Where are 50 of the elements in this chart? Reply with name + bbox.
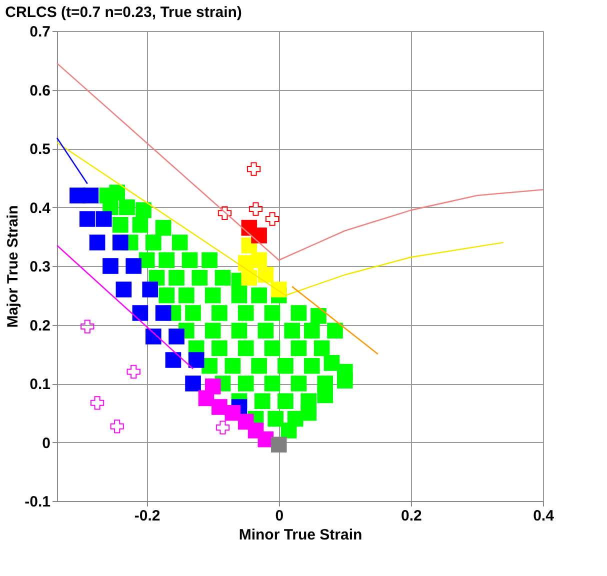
- x-axis-title: Minor True Strain: [238, 526, 362, 544]
- point: [270, 436, 287, 453]
- y-tick-label: 0: [42, 434, 50, 452]
- point: [185, 376, 201, 392]
- point: [112, 234, 128, 250]
- x-tick-label: 0.4: [533, 508, 555, 524]
- y-tick-label: -0.1: [24, 494, 50, 510]
- point: [188, 352, 204, 368]
- point: [155, 305, 172, 321]
- point: [126, 364, 140, 379]
- y-tick-label: 0.7: [30, 24, 50, 40]
- point: [102, 258, 118, 274]
- y-tick-label: 0.5: [30, 141, 50, 158]
- x-tick-label: 0: [275, 508, 284, 524]
- point: [79, 211, 96, 227]
- point: [165, 352, 182, 368]
- point: [142, 282, 158, 298]
- point: [110, 420, 124, 434]
- point: [96, 211, 112, 227]
- point: [265, 212, 280, 226]
- x-tick-label: 0.2: [401, 508, 422, 524]
- point: [251, 252, 267, 268]
- point: [216, 420, 230, 434]
- point: [258, 266, 274, 283]
- line-series: [56, 62, 544, 261]
- point: [80, 320, 94, 334]
- point: [89, 234, 106, 250]
- y-axis-title: Major True Strain: [4, 205, 22, 328]
- point: [204, 378, 221, 394]
- point: [146, 328, 162, 344]
- point: [241, 270, 258, 286]
- point: [218, 206, 232, 220]
- point: [132, 305, 148, 321]
- point: [270, 282, 287, 298]
- chart-title: CRLCS (t=0.7 n=0.23, True strain): [5, 4, 242, 21]
- y-tick-label: 0.4: [30, 200, 52, 217]
- y-tick-label: 0.2: [30, 317, 50, 334]
- y-tick-label: 0.1: [30, 376, 50, 393]
- point: [224, 404, 241, 421]
- point: [82, 188, 99, 204]
- point: [168, 328, 184, 344]
- point: [246, 162, 261, 176]
- point: [90, 396, 104, 410]
- point: [116, 282, 132, 298]
- y-tick-label: 0.6: [30, 82, 50, 100]
- point: [126, 258, 142, 274]
- point: [248, 202, 263, 216]
- y-tick-label: 0.3: [30, 258, 50, 276]
- x-tick-label: -0.2: [134, 508, 160, 524]
- point: [251, 228, 267, 244]
